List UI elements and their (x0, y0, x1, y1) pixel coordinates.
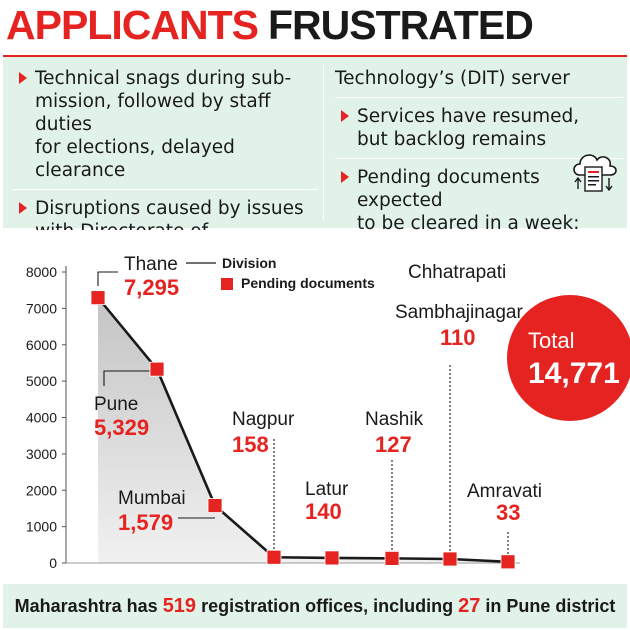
y-tick-label: 7000 (26, 300, 57, 316)
divider (335, 158, 623, 159)
data-point-marker (384, 550, 400, 566)
arrow-bullet-icon (341, 171, 349, 183)
info-panel: Technical snags during sub- mission, fol… (3, 55, 627, 265)
total-label: Total (528, 328, 574, 353)
division-label: Nagpur (232, 409, 295, 430)
legend-division-label: Division (222, 255, 276, 271)
footer-text-pre: Maharashtra has (14, 596, 163, 616)
bullet-line: Technology’s (DIT) server (335, 68, 570, 89)
division-label: Pune (94, 394, 138, 415)
arrow-bullet-icon (341, 110, 349, 122)
y-tick-label: 3000 (26, 446, 57, 462)
division-label: Mumbai (118, 488, 186, 509)
bullet-services-resumed: Services have resumed, but backlog remai… (335, 105, 623, 151)
headline-part-1: APPLICANTS (6, 2, 259, 48)
bullet-line: for elections, delayed clearance (35, 137, 235, 181)
data-point-marker (266, 549, 282, 565)
divider (13, 189, 318, 190)
bullet-line: mission, followed by staff duties (35, 91, 271, 135)
value-label: 7,295 (124, 275, 179, 300)
y-tick-label: 1000 (26, 519, 57, 535)
division-label: Nashik (365, 409, 424, 430)
footer-pune-count: 27 (458, 595, 481, 617)
y-tick-label: 5000 (26, 373, 57, 389)
value-label: 5,329 (94, 415, 149, 440)
footer-offices-count: 519 (162, 595, 197, 617)
y-tick-label: 8000 (26, 264, 57, 280)
data-point-marker (207, 498, 223, 513)
leader-line (97, 271, 118, 286)
total-badge: Total 14,771 (507, 295, 630, 421)
legend: Division Pending documents (186, 255, 375, 291)
y-tick-label: 4000 (26, 410, 57, 426)
division-label: Thane (124, 254, 178, 275)
headline: APPLICANTS FRUSTRATED (6, 2, 534, 50)
legend-pending-label: Pending documents (241, 275, 375, 291)
arrow-bullet-icon (19, 202, 27, 214)
footer-note: Maharashtra has 519 registration offices… (3, 584, 627, 628)
bullet-technical-snags: Technical snags during sub- mission, fol… (13, 67, 318, 182)
value-label: 110 (440, 325, 476, 350)
data-point-marker (149, 361, 165, 377)
division-label: Amravati (467, 481, 542, 502)
pending-documents-chart: 0 1000 2000 3000 4000 5000 6000 7000 8000 Thane7… (0, 230, 630, 585)
data-point-marker (442, 551, 458, 567)
footer-text-post: in Pune district (480, 596, 616, 616)
value-label: 33 (496, 500, 520, 525)
cloud-document-icon (573, 154, 617, 192)
value-label: 140 (305, 499, 342, 524)
series-line (96, 296, 509, 564)
division-label: Sambhajinagar (395, 302, 523, 323)
y-tick-label: 0 (49, 555, 57, 571)
division-label: Latur (305, 479, 349, 500)
continued-text: Technology’s (DIT) server (335, 67, 623, 90)
legend-marker-swatch (221, 278, 233, 290)
data-point-marker (500, 554, 516, 570)
bullet-line: Disruptions caused by issues (35, 198, 304, 219)
data-point-marker (90, 290, 106, 306)
bullet-line: Pending documents expected (357, 167, 540, 211)
data-point-marker (324, 550, 340, 566)
area-fill (98, 297, 508, 563)
arrow-bullet-icon (19, 72, 27, 84)
total-circle (507, 295, 630, 421)
bullet-line: but backlog remains (357, 129, 547, 150)
value-label: 1,579 (118, 510, 173, 535)
division-label: Chhatrapati (408, 262, 506, 283)
total-value: 14,771 (528, 357, 620, 390)
value-label: 127 (375, 432, 412, 457)
y-tick-label: 6000 (26, 337, 57, 353)
bullet-line: Services have resumed, (357, 106, 580, 127)
column-divider (323, 65, 324, 220)
headline-part-2: FRUSTRATED (267, 2, 534, 48)
leader-line (103, 370, 157, 386)
bullet-line: Technical snags during sub- (35, 68, 292, 89)
divider (335, 97, 623, 98)
y-tick-label: 2000 (26, 482, 57, 498)
chart-area: 0 1000 2000 3000 4000 5000 6000 7000 8000 Thane 7… (0, 230, 630, 585)
footer-text-mid: registration offices, including (196, 596, 459, 616)
value-label: 158 (232, 432, 269, 457)
